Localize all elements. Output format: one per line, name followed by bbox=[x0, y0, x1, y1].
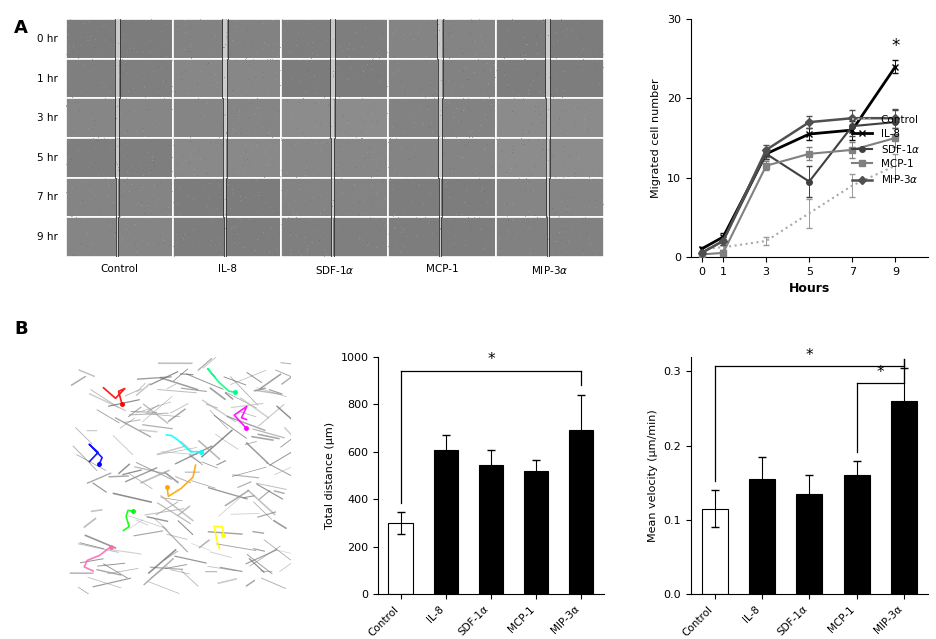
Bar bbox=[388, 138, 495, 178]
Bar bbox=[890, 401, 916, 594]
Legend: Control, IL-8, SDF-1$\alpha$, MCP-1, MIP-3$\alpha$: Control, IL-8, SDF-1$\alpha$, MCP-1, MIP… bbox=[849, 112, 921, 187]
Bar bbox=[329, 19, 334, 59]
Text: 0 hr: 0 hr bbox=[37, 34, 57, 44]
Bar bbox=[281, 217, 388, 257]
Text: MCP-1: MCP-1 bbox=[426, 264, 458, 274]
Bar bbox=[115, 59, 119, 98]
Text: *: * bbox=[805, 348, 812, 362]
Bar bbox=[842, 475, 869, 594]
Bar bbox=[495, 19, 603, 59]
Bar bbox=[66, 138, 173, 178]
Bar bbox=[523, 471, 548, 594]
Bar bbox=[388, 59, 495, 98]
Bar bbox=[330, 59, 334, 98]
Bar bbox=[281, 59, 388, 98]
Bar bbox=[173, 178, 281, 217]
Bar bbox=[66, 178, 173, 217]
Bar bbox=[439, 217, 441, 257]
Bar bbox=[116, 178, 118, 217]
Bar bbox=[331, 178, 333, 217]
Bar bbox=[116, 138, 119, 178]
Text: 7 hr: 7 hr bbox=[37, 192, 57, 203]
Y-axis label: Mean velocity (μm/min): Mean velocity (μm/min) bbox=[647, 409, 657, 542]
Bar bbox=[545, 19, 549, 59]
Bar bbox=[223, 59, 227, 98]
Bar bbox=[281, 19, 388, 59]
Bar bbox=[330, 138, 333, 178]
Bar bbox=[330, 98, 334, 138]
Bar bbox=[173, 59, 281, 98]
Text: 5 hr: 5 hr bbox=[37, 153, 57, 163]
Bar bbox=[224, 178, 226, 217]
Bar bbox=[495, 59, 603, 98]
Y-axis label: Migrated cell number: Migrated cell number bbox=[651, 78, 661, 198]
Bar bbox=[568, 430, 592, 594]
Bar bbox=[495, 217, 603, 257]
Bar bbox=[478, 465, 503, 594]
Bar bbox=[796, 494, 822, 594]
Bar bbox=[281, 178, 388, 217]
Bar bbox=[495, 178, 603, 217]
Bar bbox=[223, 98, 227, 138]
Bar bbox=[173, 19, 281, 59]
Bar bbox=[438, 98, 442, 138]
Text: 1 hr: 1 hr bbox=[37, 73, 57, 84]
Text: SDF-1$\alpha$: SDF-1$\alpha$ bbox=[314, 264, 354, 276]
Bar bbox=[546, 138, 548, 178]
Bar bbox=[388, 217, 495, 257]
Bar bbox=[115, 98, 119, 138]
Bar bbox=[495, 138, 603, 178]
Bar bbox=[438, 178, 441, 217]
Bar bbox=[223, 19, 227, 59]
Bar bbox=[388, 178, 495, 217]
Bar bbox=[173, 138, 281, 178]
Bar bbox=[546, 178, 548, 217]
Text: *: * bbox=[487, 351, 494, 367]
Text: *: * bbox=[890, 37, 899, 55]
Bar bbox=[173, 217, 281, 257]
Bar bbox=[438, 138, 441, 178]
Bar bbox=[115, 19, 120, 59]
Bar bbox=[701, 509, 727, 594]
Bar bbox=[223, 138, 227, 178]
Bar bbox=[388, 98, 495, 138]
Bar bbox=[546, 98, 548, 138]
Bar bbox=[545, 59, 549, 98]
Bar bbox=[281, 98, 388, 138]
Text: MIP-3$\alpha$: MIP-3$\alpha$ bbox=[531, 264, 568, 276]
Bar bbox=[433, 450, 458, 594]
Text: 9 hr: 9 hr bbox=[37, 232, 57, 242]
Text: Control: Control bbox=[100, 264, 139, 274]
Bar bbox=[66, 217, 173, 257]
Bar bbox=[66, 59, 173, 98]
Bar bbox=[388, 523, 413, 594]
Bar bbox=[66, 19, 173, 59]
Bar bbox=[437, 19, 442, 59]
Bar bbox=[495, 98, 603, 138]
Bar bbox=[116, 217, 118, 257]
Bar bbox=[331, 217, 333, 257]
Text: IL-8: IL-8 bbox=[217, 264, 236, 274]
Bar bbox=[173, 98, 281, 138]
Bar bbox=[438, 59, 442, 98]
Text: 3 hr: 3 hr bbox=[37, 113, 57, 123]
Bar bbox=[281, 138, 388, 178]
Y-axis label: Total distance (μm): Total distance (μm) bbox=[325, 422, 334, 529]
Bar bbox=[547, 217, 548, 257]
Text: A: A bbox=[14, 19, 28, 37]
X-axis label: Hours: Hours bbox=[788, 282, 829, 295]
Bar bbox=[224, 217, 226, 257]
Bar bbox=[66, 98, 173, 138]
Text: *: * bbox=[875, 365, 883, 380]
Text: B: B bbox=[14, 320, 28, 337]
Bar bbox=[388, 19, 495, 59]
Bar bbox=[748, 479, 774, 594]
